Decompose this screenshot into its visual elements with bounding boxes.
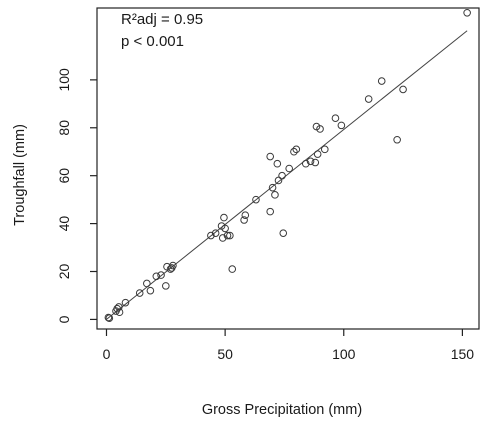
data-point: [226, 231, 234, 240]
data-point: [152, 272, 161, 281]
data-point: [241, 211, 250, 220]
points-layer: [104, 8, 471, 323]
x-tick-label: 50: [217, 346, 233, 362]
data-point: [218, 234, 227, 242]
y-axis: 0 20 40 60 80 100: [56, 68, 97, 323]
data-point: [271, 191, 279, 199]
data-point: [399, 85, 407, 94]
data-point: [104, 313, 113, 322]
data-point: [266, 152, 275, 161]
data-point: [146, 286, 155, 295]
data-point: [121, 298, 130, 307]
data-point: [285, 164, 293, 173]
data-point: [311, 158, 320, 167]
data-point: [313, 150, 322, 158]
data-point: [306, 157, 315, 166]
data-point: [220, 213, 228, 222]
data-point: [115, 303, 123, 311]
data-point: [364, 95, 373, 103]
x-tick-label: 150: [451, 346, 475, 362]
y-tick-label: 20: [56, 264, 72, 280]
data-point: [274, 176, 283, 185]
y-axis-title: Troughfall (mm): [12, 124, 28, 226]
data-point: [463, 8, 471, 17]
data-point: [320, 145, 329, 154]
y-tick-label: 60: [56, 168, 72, 184]
data-point: [223, 231, 232, 240]
y-tick-label: 0: [56, 315, 72, 323]
y-tick-label: 40: [56, 216, 72, 232]
data-point: [337, 121, 346, 130]
data-point: [169, 261, 177, 270]
data-point: [393, 135, 401, 144]
data-point: [143, 279, 151, 288]
data-point: [157, 271, 165, 279]
regression-line: [106, 30, 468, 320]
data-point: [316, 125, 324, 133]
data-point: [292, 145, 301, 154]
data-point: [278, 171, 286, 180]
x-tick-label: 100: [332, 346, 356, 362]
data-point: [221, 224, 229, 233]
x-axis-title: Gross Precipitation (mm): [202, 402, 362, 418]
data-point: [301, 159, 310, 168]
data-point: [162, 282, 170, 290]
data-point: [268, 183, 277, 192]
data-point: [228, 265, 237, 273]
data-point: [252, 195, 260, 204]
data-point: [105, 314, 114, 323]
plot-frame: [96, 7, 480, 330]
data-point: [135, 289, 144, 297]
data-point: [266, 207, 275, 216]
data-point: [279, 229, 288, 237]
fit-line-layer: [106, 30, 468, 320]
data-point: [377, 77, 386, 85]
data-point: [207, 231, 215, 240]
x-axis: 0 50 100 150: [103, 329, 475, 362]
data-point: [115, 308, 124, 317]
y-tick-label: 100: [56, 68, 72, 92]
y-tick-label: 80: [56, 120, 72, 136]
data-point: [211, 229, 220, 237]
x-tick-label: 0: [103, 346, 111, 362]
data-point: [290, 147, 298, 156]
annotation-p: p < 0.001: [121, 33, 184, 50]
data-point: [331, 114, 340, 122]
annotation-r2: R²adj = 0.95: [121, 11, 203, 28]
data-point: [240, 216, 248, 224]
data-point: [273, 159, 282, 168]
